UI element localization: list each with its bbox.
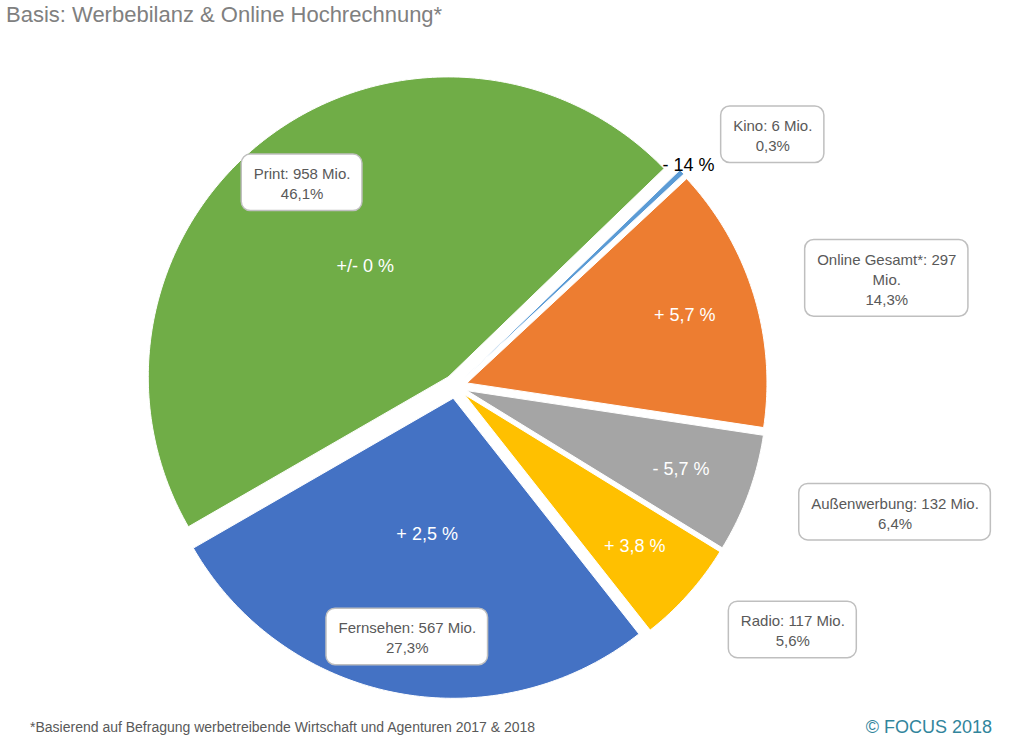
svg-text:Print: 958 Mio.46,1%958: Print: 958 Mio.46,1%958	[254, 165, 351, 202]
html-text:© FOCUS 2018: © FOCUS 2018	[865, 716, 992, 737]
svg-text:Radio: 117 Mio.5,6%117: Radio: 117 Mio.5,6%117	[741, 612, 845, 649]
svg-text:+ 3,8 %3.8: + 3,8 %3.8	[604, 536, 666, 556]
svg-text:Kino: 6 Mio.0,3%6: Kino: 6 Mio.0,3%6	[733, 117, 812, 154]
svg-text:- 5,7 %-5.7: - 5,7 %-5.7	[652, 459, 709, 479]
svg-text:+ 5,7 %5.7: + 5,7 %5.7	[654, 305, 716, 325]
svg-text:Fernsehen: 567 Mio.27,3%567: Fernsehen: 567 Mio.27,3%567	[338, 619, 476, 656]
svg-text:+ 2,5 %2.5: + 2,5 %2.5	[396, 524, 458, 544]
svg-text:Außenwerbung: 132 Mio.6,4%132: Außenwerbung: 132 Mio.6,4%132	[811, 495, 979, 532]
svg-text:Online Gesamt*: 297Mio.14,3%29: Online Gesamt*: 297Mio.14,3%297	[817, 251, 956, 309]
html-text:*Basierend auf Befragung werbe: *Basierend auf Befragung werbetreibende …	[30, 719, 536, 735]
html-text:Basis: Werbebilanz & Online Ho: Basis: Werbebilanz & Online Hochrechnung…	[6, 2, 443, 27]
svg-text:- 14 %-14: - 14 %-14	[662, 155, 714, 175]
svg-text:+/- 0 %0: +/- 0 %0	[337, 256, 395, 276]
